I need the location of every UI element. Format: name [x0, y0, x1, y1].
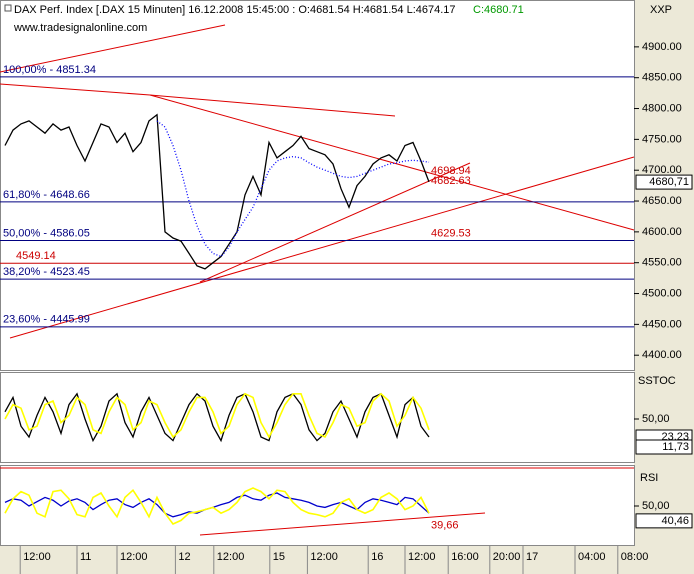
x-tick-label: 08:00 [621, 551, 649, 563]
axis-background [634, 0, 694, 574]
y-tick-label: 4400.00 [642, 349, 682, 361]
last-value-label: 40,46 [661, 515, 689, 527]
price-annotation: 4629.53 [431, 228, 471, 240]
x-tick-label: 16 [371, 551, 383, 563]
level-label: 61,80% - 4648.66 [3, 189, 90, 201]
x-tick-label: 17 [526, 551, 538, 563]
stoch-panel [0, 372, 635, 463]
level-label: 50,00% - 4586.05 [3, 227, 90, 239]
y-tick-label: 4550.00 [642, 257, 682, 269]
level-label: 100,00% - 4851.34 [3, 64, 96, 76]
x-tick-label: 12:00 [23, 551, 51, 563]
y-tick-label: 4850.00 [642, 72, 682, 84]
x-tick-label: 15 [273, 551, 285, 563]
level-label: 38,20% - 4523.45 [3, 266, 90, 278]
y-tick-label: 4500.00 [642, 287, 682, 299]
x-tick-label: 12:00 [408, 551, 436, 563]
close-label: C:4680.71 [473, 4, 524, 16]
trend-line [199, 512, 486, 536]
x-tick-label: 11 [80, 551, 91, 563]
x-tick-label: 16:00 [451, 551, 479, 563]
y-tick-label: 4600.00 [642, 226, 682, 238]
y-tick-label: 4800.00 [642, 102, 682, 114]
series-line [4, 113, 430, 270]
series-line [4, 392, 430, 439]
series-line [4, 492, 430, 518]
trend-line [0, 24, 226, 73]
stoch-name: SSTOC [638, 375, 676, 387]
y-tick-label: 4450.00 [642, 318, 682, 330]
x-tick-label: 12:00 [310, 551, 338, 563]
level-label: 4549.14 [16, 250, 56, 262]
trend-line [0, 83, 151, 96]
rsi-annotation: 39,66 [431, 519, 459, 531]
last-value-box [635, 439, 693, 455]
last-value-box [635, 513, 693, 529]
x-tick-label: 12 [178, 551, 190, 563]
trend-lines [0, 24, 635, 536]
y-tick-label: 4700.00 [642, 164, 682, 176]
symbol: XXP [650, 4, 672, 16]
price-annotation: 4682.63 [431, 175, 471, 187]
y-tick-label: 4650.00 [642, 195, 682, 207]
trend-line [199, 162, 471, 283]
subtitle: www.tradesignalonline.com [13, 22, 147, 34]
trend-line [9, 156, 635, 339]
main-panel [0, 0, 635, 371]
y-tick-label: 50,00 [642, 413, 670, 425]
level-label: 23,60% - 4445.99 [3, 314, 90, 326]
trend-line [149, 94, 635, 231]
last-value-box [635, 174, 693, 190]
trend-line [149, 94, 396, 117]
icon [4, 4, 12, 12]
y-tick-label: 50,00 [642, 500, 670, 512]
y-tick-label: 4900.00 [642, 41, 682, 53]
last-value-label: 4680,71 [649, 176, 689, 188]
price-annotation: 4698.94 [431, 165, 471, 177]
x-tick-label: 20:00 [493, 551, 521, 563]
series-line [4, 487, 430, 525]
x-tick-label: 12:00 [217, 551, 245, 563]
series-line [4, 392, 430, 443]
chart-title: DAX Perf. Index [.DAX 15 Minuten] 16.12.… [14, 4, 456, 16]
x-axis-background [0, 545, 694, 574]
rsi-name: RSI [640, 472, 658, 484]
x-tick-label: 12:00 [120, 551, 148, 563]
y-tick-label: 4750.00 [642, 133, 682, 145]
x-tick-label: 04:00 [578, 551, 606, 563]
last-value-label: 11,73 [662, 441, 689, 453]
